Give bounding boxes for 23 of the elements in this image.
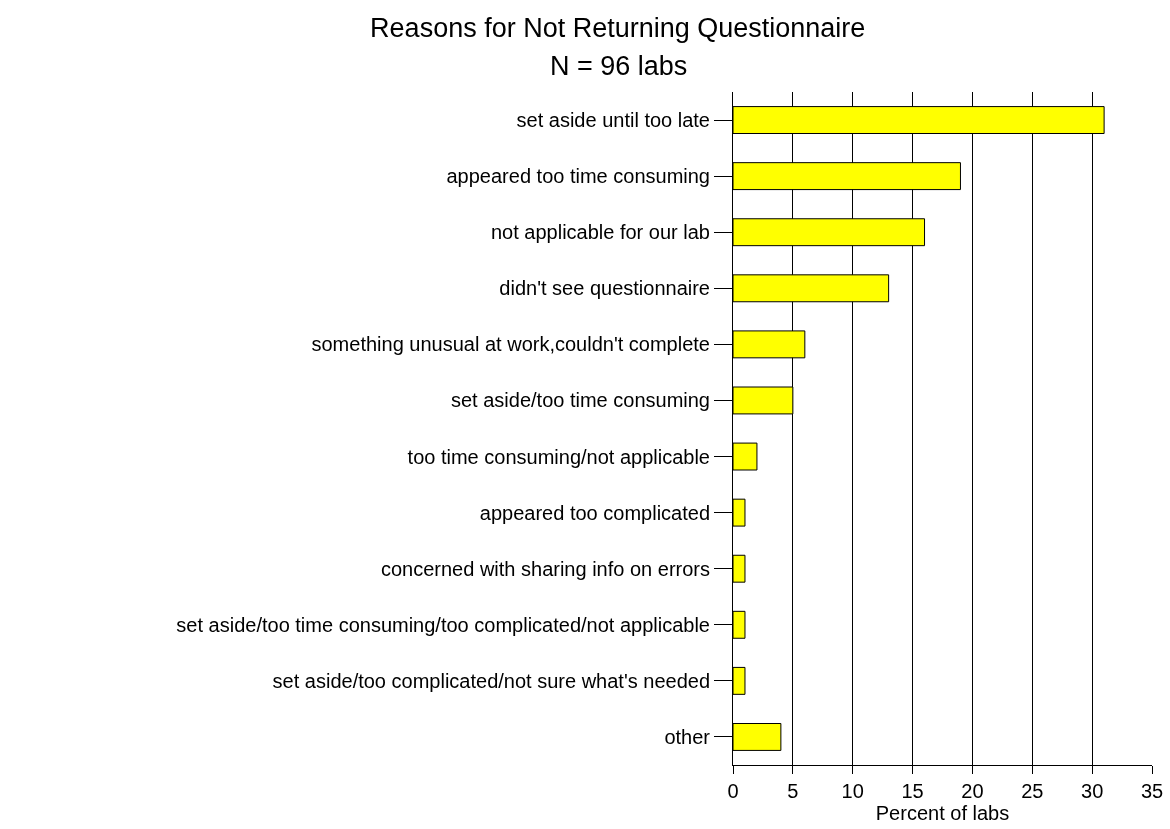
y-tick-label: appeared too time consuming xyxy=(446,165,710,188)
x-tick-label: 25 xyxy=(1021,780,1044,802)
y-tick-label: set aside/too time consuming/too complicated/not applicable xyxy=(176,613,710,636)
x-tick-label: 15 xyxy=(901,780,924,802)
chart-title: Reasons for Not Returning Questionnaire xyxy=(370,13,866,44)
y-tick-label: set aside/too complicated/not sure what's needed xyxy=(272,669,710,692)
x-tick-label: 5 xyxy=(787,780,799,802)
x-tick-label: 10 xyxy=(841,780,864,802)
x-tick-label: 35 xyxy=(1140,780,1164,802)
y-tick-label: set aside until too late xyxy=(516,109,710,132)
y-tick-label: not applicable for our lab xyxy=(490,221,710,244)
y-tick-label: set aside/too time consuming xyxy=(450,389,710,412)
y-tick-label: too time consuming/not applicable xyxy=(407,445,710,468)
x-tick-label: 0 xyxy=(727,780,739,802)
chart-subtitle: N = 96 labs xyxy=(550,51,688,81)
y-tick-label: something unusual at work,couldn't complete xyxy=(311,333,710,356)
y-tick-label: appeared too complicated xyxy=(479,501,710,524)
x-tick-label: 20 xyxy=(961,780,984,802)
x-axis-title: Percent of labs xyxy=(875,802,1010,824)
y-tick-label: other xyxy=(664,725,711,748)
y-tick-label: didn't see questionnaire xyxy=(499,277,710,300)
y-tick-label: concerned with sharing info on errors xyxy=(380,557,710,580)
x-tick-label: 30 xyxy=(1081,780,1104,802)
